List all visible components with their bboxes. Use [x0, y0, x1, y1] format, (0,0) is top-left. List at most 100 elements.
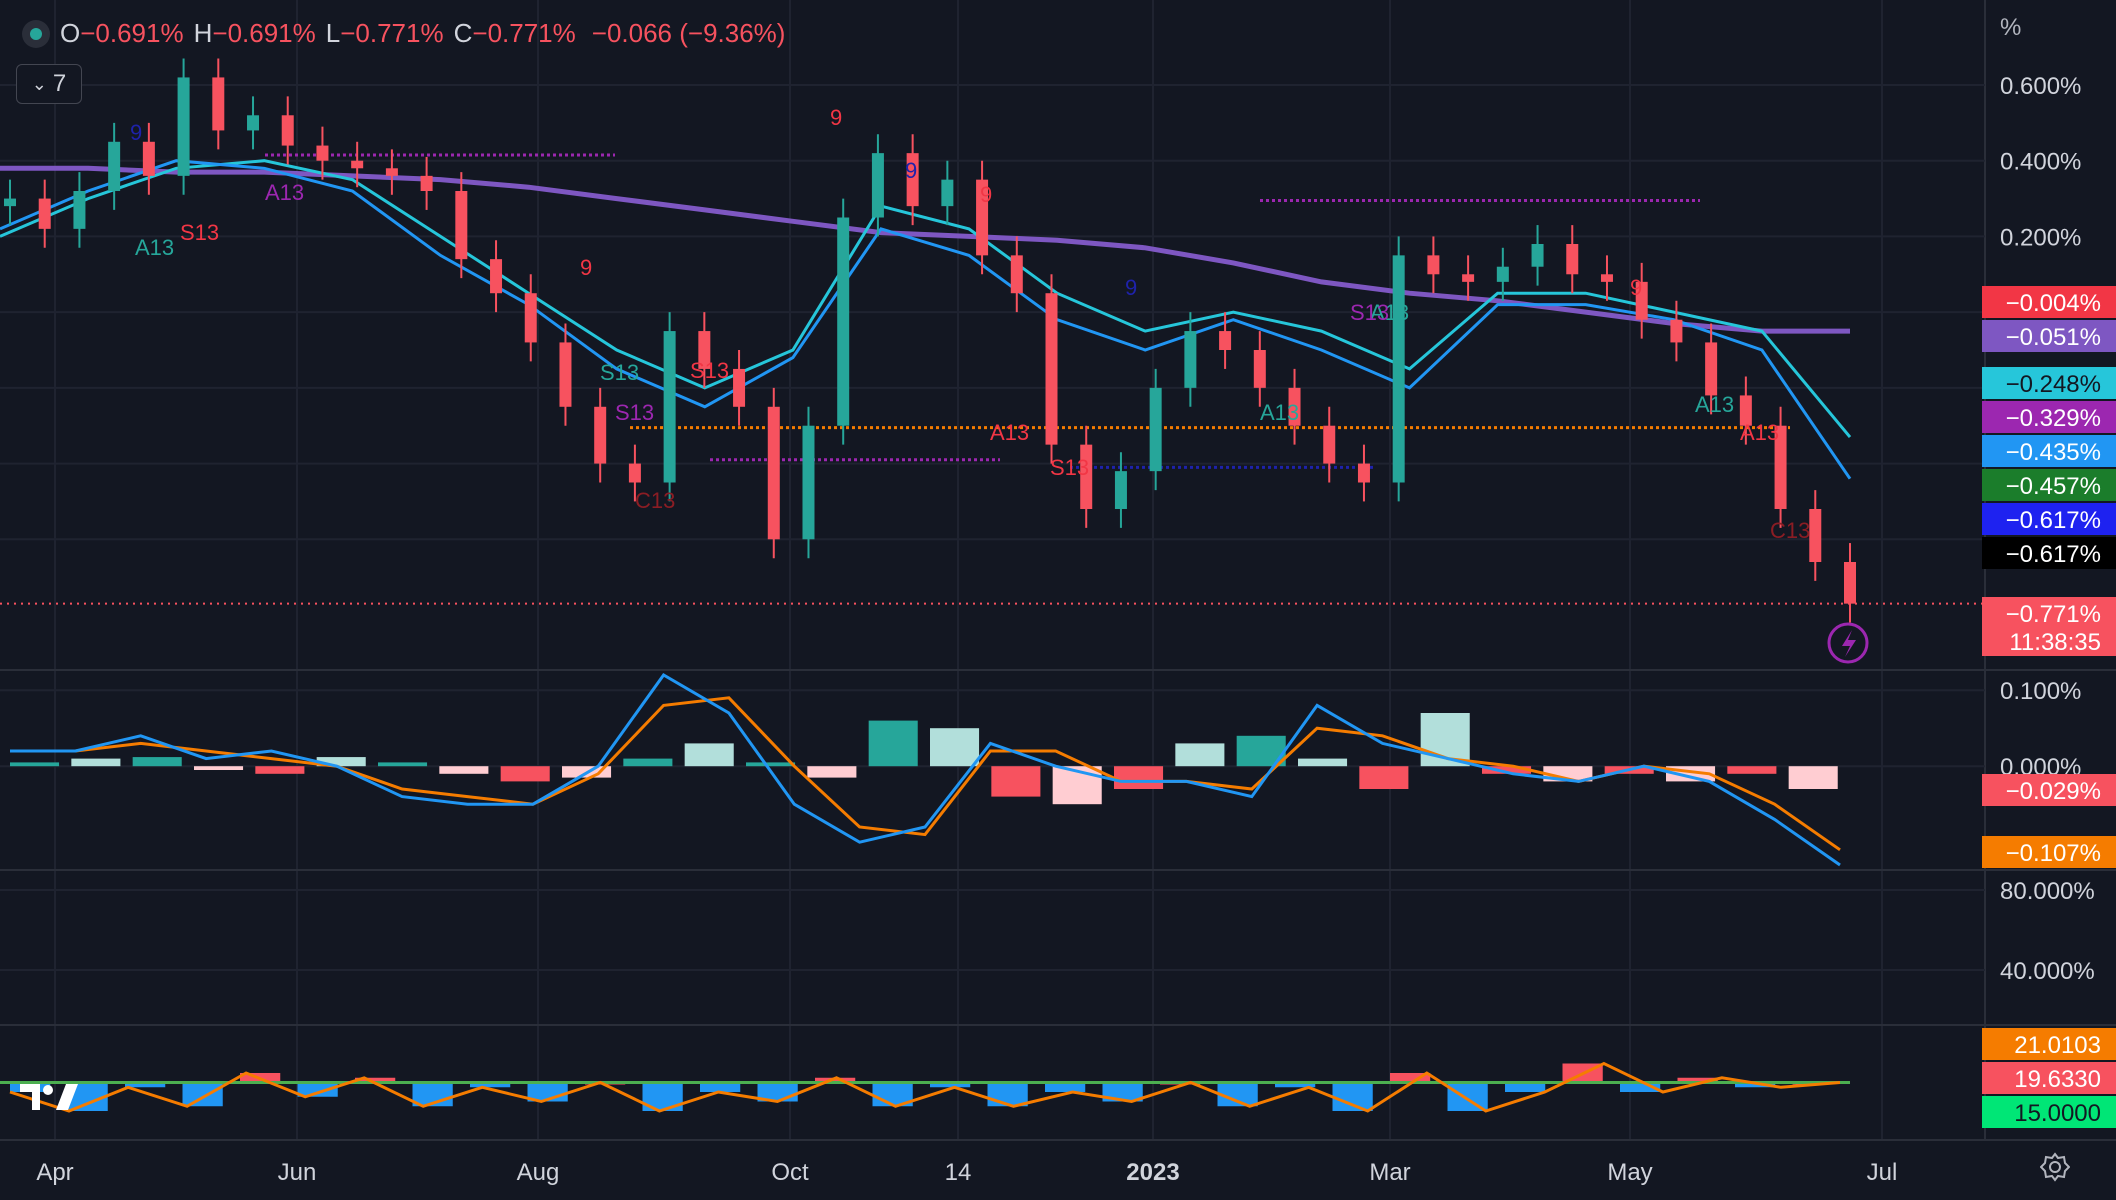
macd-line	[10, 673, 1841, 867]
adx-histogram-bar	[987, 1082, 1028, 1107]
candle-body	[1357, 463, 1370, 483]
macd-histogram-bar	[1298, 758, 1348, 767]
candle-body	[1739, 395, 1752, 426]
price-axis-label: −0.457%	[2006, 473, 2101, 500]
price-axis-label: −0.051%	[2006, 324, 2101, 351]
candle-body	[1531, 244, 1544, 267]
macd-histogram-bar	[991, 766, 1041, 797]
adx-histogram-bar	[1390, 1073, 1431, 1083]
candle-body	[1844, 562, 1856, 604]
chart-annotation: 9	[980, 182, 992, 207]
chart-annotation: A13	[1260, 400, 1299, 425]
open-value: −0.691%	[80, 18, 184, 48]
candle-body	[767, 406, 780, 540]
low-label: L	[325, 18, 341, 48]
macd-histogram-bar	[1175, 743, 1225, 767]
candle-body	[1149, 387, 1162, 472]
adx-histogram-bar	[700, 1082, 741, 1092]
candle-body	[455, 191, 468, 260]
indicators-collapse-button[interactable]: ⌄ 7	[16, 64, 82, 104]
price-axis-label-bg	[1982, 367, 2116, 399]
candle-body	[663, 331, 676, 483]
macd-histogram-bar	[1359, 766, 1409, 789]
x-tick-label: Oct	[771, 1159, 809, 1186]
candle-body	[177, 77, 190, 176]
chart-annotation: 9	[1630, 275, 1642, 300]
macd-histogram-bar	[1727, 766, 1777, 774]
price-tick-label: 0.600%	[2000, 73, 2081, 100]
macd-histogram-bar	[684, 743, 734, 767]
candle-body	[976, 179, 989, 256]
candle-body	[1670, 319, 1683, 343]
candle-body	[524, 293, 537, 343]
candle-body	[594, 406, 607, 464]
candle-body	[1323, 425, 1336, 464]
macd-axis-label: −0.029%	[2006, 778, 2101, 805]
high-label: H	[193, 18, 213, 48]
moving-average-line	[0, 159, 1852, 439]
adx-histogram-bar	[1677, 1077, 1718, 1083]
price-axis-label-bg	[1982, 503, 2116, 535]
chart-annotation: C13	[635, 488, 675, 513]
chart-annotation: A13	[1740, 420, 1779, 445]
oscillator-tick-label: 80.000%	[2000, 878, 2095, 905]
candle-body	[351, 160, 364, 169]
candle-body	[490, 259, 503, 294]
adx-histogram-bar	[470, 1082, 511, 1088]
candle-body	[628, 463, 641, 483]
macd-histogram-bar	[868, 720, 918, 767]
adx-histogram-bar	[182, 1082, 223, 1107]
candle-body	[733, 368, 746, 407]
chart-annotation: 9	[830, 105, 842, 130]
close-label: C	[453, 18, 473, 48]
candle-body	[1114, 471, 1127, 509]
adx-histogram-bar	[1505, 1082, 1546, 1092]
candle-body	[906, 153, 919, 207]
candle-body	[1809, 509, 1822, 562]
adx-histogram-bar	[297, 1082, 338, 1097]
adx-axis-label-bg	[1982, 1028, 2116, 1060]
price-tick-label: 0.200%	[2000, 224, 2081, 251]
adx-histogram-bar	[1217, 1082, 1258, 1107]
x-tick-label: Mar	[1369, 1159, 1410, 1186]
candle-body	[1635, 281, 1648, 320]
price-axis-label-bg	[1982, 597, 2116, 629]
candle-body	[142, 141, 155, 176]
candle-body	[871, 153, 884, 218]
axis-unit-label: %	[2000, 14, 2022, 41]
adx-axis-label-bg	[1982, 1096, 2116, 1128]
candle-body	[420, 175, 433, 191]
chart-annotation: S13	[1350, 300, 1389, 325]
candle-body	[1010, 255, 1023, 294]
macd-histogram-bar	[930, 728, 980, 767]
candle-body	[1462, 274, 1475, 282]
candle-body	[1496, 266, 1509, 282]
candle-body	[385, 168, 398, 176]
chart-annotation: A13	[990, 420, 1029, 445]
adx-axis-label-bg	[1982, 1062, 2116, 1094]
chart-annotation: A13	[265, 180, 304, 205]
macd-axis-label: −0.107%	[2006, 840, 2101, 867]
low-value: −0.771%	[340, 18, 444, 48]
x-tick-label: Jun	[278, 1159, 317, 1186]
x-tick-label: Jul	[1867, 1159, 1898, 1186]
candle-body	[1600, 274, 1613, 282]
status-dot-icon[interactable]	[22, 19, 50, 48]
high-value: −0.691%	[212, 18, 316, 48]
macd-histogram-bar	[10, 762, 60, 767]
countdown-bg	[1982, 626, 2116, 656]
candle-body	[1288, 387, 1301, 426]
macd-histogram-bar	[132, 757, 182, 767]
macd-axis-label-bg	[1982, 774, 2116, 806]
price-axis-label-bg	[1982, 320, 2116, 352]
candle-body	[1253, 350, 1266, 388]
moving-average-line	[0, 159, 1852, 480]
candle-body	[837, 217, 850, 426]
tradingview-logo-icon[interactable]	[20, 1080, 82, 1114]
chart-annotation: A13	[135, 235, 174, 260]
gear-icon[interactable]	[2040, 1152, 2070, 1182]
ohlc-legend: O−0.691% H−0.691% L−0.771% C−0.771% −0.0…	[22, 18, 785, 49]
price-axis-label: −0.771%	[2006, 601, 2101, 628]
lightning-bolt-icon	[1842, 630, 1856, 657]
